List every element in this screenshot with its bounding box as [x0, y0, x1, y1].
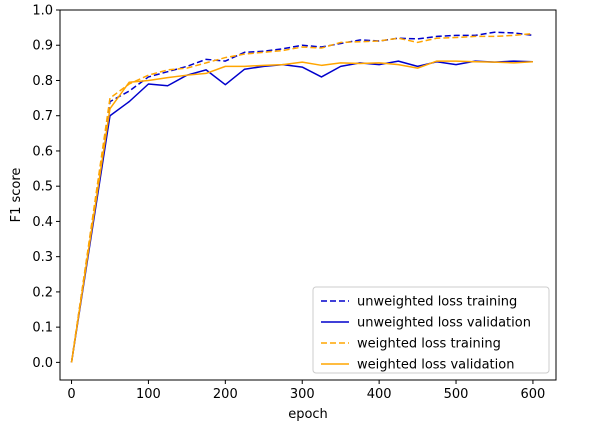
y-tick-label: 0.8 [32, 74, 53, 89]
y-axis-ticks: 0.0 0.1 0.2 0.3 0.4 0.5 0.6 0.7 0.8 0.9 1.0 [32, 4, 60, 371]
legend-label: unweighted loss training [357, 295, 517, 310]
y-tick-label: 0.3 [32, 250, 53, 265]
x-tick-label: 0 [67, 387, 75, 402]
x-tick-label: 400 [367, 387, 392, 402]
x-tick-label: 500 [444, 387, 469, 402]
legend-label: unweighted loss validation [357, 316, 531, 331]
y-tick-label: 0.1 [32, 321, 53, 336]
x-tick-label: 100 [136, 387, 161, 402]
legend-label: weighted loss validation [357, 358, 514, 373]
x-tick-label: 600 [521, 387, 546, 402]
y-axis-title: F1 score [9, 168, 24, 223]
y-tick-label: 0.2 [32, 285, 53, 300]
x-tick-label: 300 [290, 387, 315, 402]
series-line-3 [70, 32, 533, 363]
y-tick-label: 0.9 [32, 39, 53, 54]
x-axis-ticks: 0 100 200 300 400 500 600 [67, 380, 545, 402]
legend-box [312, 286, 550, 374]
legend-label: weighted loss training [357, 337, 501, 352]
y-tick-label: 0.5 [32, 180, 53, 195]
series-lines [70, 31, 534, 363]
y-tick-label: 0.0 [32, 356, 53, 371]
series-line-2 [70, 60, 533, 363]
x-axis-title: epoch [288, 407, 328, 422]
series-line-4 [70, 60, 533, 363]
y-tick-label: 0.7 [32, 109, 53, 124]
legend: unweighted loss training unweighted loss … [312, 286, 550, 374]
y-tick-label: 1.0 [32, 4, 53, 19]
x-tick-label: 200 [213, 387, 238, 402]
plot-frame [59, 9, 557, 381]
series-line-1 [70, 31, 534, 363]
y-tick-label: 0.4 [32, 215, 53, 230]
y-tick-label: 0.6 [32, 144, 53, 159]
